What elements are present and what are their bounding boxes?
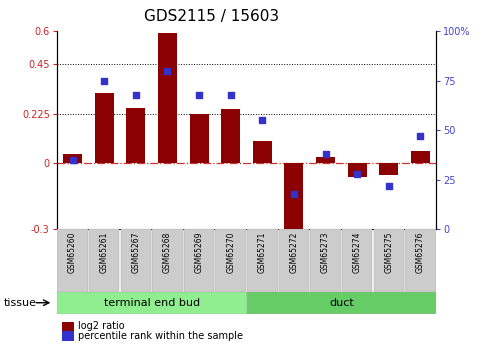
Bar [279, 229, 309, 292]
Text: GSM65274: GSM65274 [352, 232, 362, 273]
Point [258, 118, 266, 123]
Text: log2 ratio: log2 ratio [78, 322, 125, 331]
Text: GSM65270: GSM65270 [226, 232, 235, 273]
Bar [57, 292, 246, 314]
Text: duct: duct [329, 298, 354, 308]
Text: GSM65260: GSM65260 [68, 232, 77, 273]
Bar [63, 155, 82, 163]
Point [195, 92, 203, 97]
Bar [158, 33, 177, 163]
Text: GSM65261: GSM65261 [100, 232, 108, 273]
Text: GSM65272: GSM65272 [289, 232, 298, 273]
Bar [247, 229, 278, 292]
Text: GSM65275: GSM65275 [385, 232, 393, 273]
Bar [121, 229, 151, 292]
Bar [184, 229, 214, 292]
Bar [57, 229, 88, 292]
Text: GSM65267: GSM65267 [131, 232, 141, 273]
Bar [126, 108, 145, 163]
Bar [342, 229, 372, 292]
Point [100, 78, 108, 83]
Text: GSM65273: GSM65273 [321, 232, 330, 273]
Bar [316, 157, 335, 163]
Text: GDS2115 / 15603: GDS2115 / 15603 [144, 9, 280, 23]
Point [353, 171, 361, 177]
Text: GSM65269: GSM65269 [195, 232, 204, 273]
Point [290, 191, 298, 197]
Text: GSM65271: GSM65271 [258, 232, 267, 273]
Bar [374, 229, 404, 292]
Bar [284, 163, 304, 245]
Bar [89, 229, 119, 292]
Text: terminal end bud: terminal end bud [104, 298, 200, 308]
Bar [311, 229, 341, 292]
Text: tissue: tissue [4, 298, 37, 308]
Bar [348, 163, 367, 177]
Point [385, 183, 393, 189]
Bar [380, 163, 398, 175]
Text: GSM65276: GSM65276 [416, 232, 425, 273]
Point [132, 92, 140, 97]
Bar [411, 151, 430, 163]
Bar [405, 229, 436, 292]
Point [321, 151, 329, 157]
Point [69, 157, 76, 163]
Point [164, 68, 172, 73]
Bar [221, 109, 240, 163]
Bar [152, 229, 182, 292]
Point [227, 92, 235, 97]
Bar [95, 93, 113, 163]
Bar [215, 229, 246, 292]
Point [417, 134, 424, 139]
Text: GSM65268: GSM65268 [163, 232, 172, 273]
Bar [246, 292, 436, 314]
Text: percentile rank within the sample: percentile rank within the sample [78, 331, 243, 341]
Bar [189, 114, 209, 163]
Bar [253, 141, 272, 163]
